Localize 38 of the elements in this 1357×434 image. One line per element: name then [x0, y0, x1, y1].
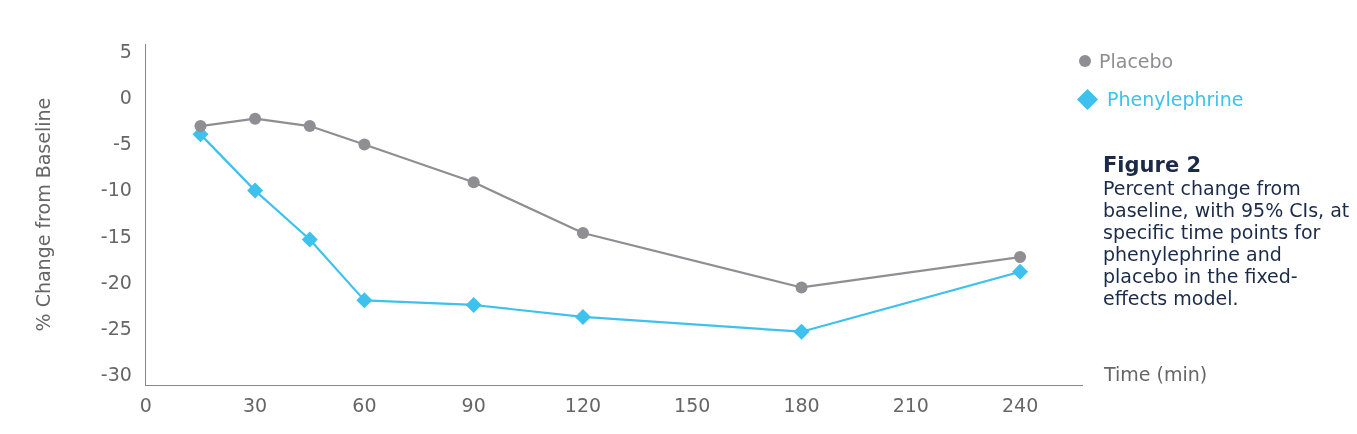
x-tick-label: 30 — [243, 393, 268, 416]
x-axis-title: Time (min) — [1104, 363, 1208, 385]
y-tick-label: -15 — [100, 224, 132, 247]
point — [1014, 251, 1027, 264]
text: Figure 2 — [1103, 153, 1203, 177]
x-tick-label: 150 — [674, 393, 711, 416]
text: Percent change from baseline, with 95% CIs, at specific time points for phenylephrine and placebo in the fixed-effects model. — [1103, 177, 1351, 309]
x-tick-label: 180 — [783, 393, 820, 416]
x-tick-label: 210 — [892, 393, 929, 416]
point — [249, 112, 262, 125]
point — [576, 227, 589, 240]
point — [467, 176, 480, 189]
point — [358, 138, 371, 151]
x-tick-label: 120 — [564, 393, 602, 416]
x-tick-label: 0 — [139, 393, 152, 416]
point — [795, 281, 808, 294]
y-tick-label: -25 — [100, 316, 132, 339]
point — [356, 292, 373, 309]
x-tick-label: 240 — [1001, 393, 1039, 416]
point — [1012, 263, 1029, 280]
point — [301, 231, 318, 248]
y-tick-label: 0 — [119, 86, 132, 109]
y-tick-label: -30 — [100, 362, 132, 385]
point — [303, 120, 316, 133]
y-tick-label: 5 — [119, 40, 132, 63]
point — [194, 120, 207, 133]
y-tick-label: -20 — [100, 270, 132, 293]
point — [574, 308, 591, 325]
x-tick-label: 60 — [352, 393, 377, 416]
legend-label: Phenylephrine — [1107, 88, 1244, 110]
legend-label: Placebo — [1099, 50, 1174, 72]
y-tick-label: -10 — [100, 178, 132, 201]
x-tick-label: 90 — [461, 393, 486, 416]
point — [247, 182, 264, 199]
point — [465, 296, 482, 313]
y-axis-title: % Change from Baseline — [32, 97, 55, 332]
y-tick-label: -5 — [112, 132, 132, 155]
point — [793, 323, 810, 340]
